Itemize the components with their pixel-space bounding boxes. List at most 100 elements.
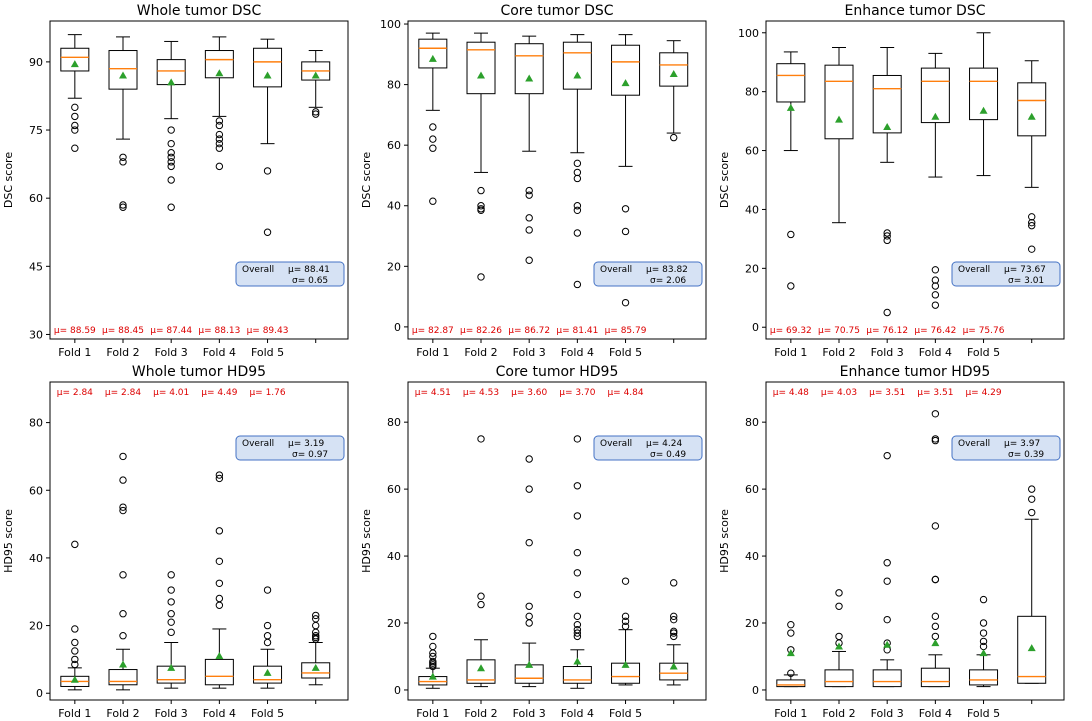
y-tick-label: 60	[745, 483, 759, 496]
fold-mean-label: μ= 2.84	[57, 388, 93, 398]
outlier-point	[621, 577, 630, 585]
outlier-point	[167, 571, 175, 579]
fold-mean-label: μ= 86.72	[508, 326, 550, 336]
outlier-point	[263, 638, 272, 647]
outlier-point	[787, 282, 795, 290]
outlier-point	[1028, 245, 1036, 253]
box-1	[60, 34, 90, 152]
overall-sigma: σ= 0.65	[292, 276, 328, 286]
overall-sigma: σ= 2.06	[650, 276, 686, 286]
x-tick-label: Fold 5	[967, 346, 1000, 359]
overall-mean: μ= 73.67	[1004, 265, 1046, 275]
y-tick-label: 45	[29, 260, 43, 273]
outlier-point	[883, 451, 891, 460]
outlier-point	[215, 144, 224, 152]
fold-mean-label: μ= 4.49	[201, 388, 237, 398]
outlier-point	[883, 236, 891, 245]
outlier-point	[312, 611, 320, 620]
fold-mean-label: μ= 88.59	[54, 326, 96, 336]
outlier-point	[931, 301, 940, 309]
outlier-point	[573, 612, 582, 621]
x-tick-label: Fold 4	[561, 346, 594, 359]
mean-marker	[119, 71, 128, 79]
outlier-point	[787, 620, 795, 629]
fold-mean-label: μ= 82.87	[412, 326, 454, 336]
mean-marker	[428, 54, 437, 62]
x-tick-label: Fold 3	[871, 346, 904, 359]
overall-sigma: σ= 0.49	[650, 450, 686, 460]
outlier-point	[835, 632, 843, 641]
box-4	[920, 52, 950, 309]
mean-marker	[786, 103, 795, 111]
outlier-point	[883, 577, 891, 585]
y-axis-label: DSC score	[360, 152, 373, 208]
plot-frame	[407, 20, 707, 340]
chart-title: Whole tumor HD95	[132, 364, 266, 380]
outlier-point	[525, 214, 533, 222]
mean-marker	[263, 71, 272, 79]
chart-title: Enhance tumor HD95	[840, 364, 991, 380]
outlier-point	[525, 455, 533, 463]
outlier-point	[573, 174, 582, 183]
y-tick-label: 20	[29, 620, 43, 633]
box-body	[824, 64, 854, 140]
outlier-point	[883, 308, 891, 317]
outlier-point	[1028, 495, 1036, 503]
fold-mean-label: μ= 2.84	[105, 388, 141, 398]
box-2	[466, 435, 496, 688]
mean-marker	[119, 660, 128, 668]
outlier-point	[71, 647, 79, 655]
x-tick-label: Fold 1	[58, 707, 91, 720]
outlier-point	[429, 197, 437, 205]
mean-marker	[931, 112, 940, 120]
y-tick-label: 0	[394, 321, 401, 334]
x-tick-label: Fold 1	[58, 346, 91, 359]
fold-mean-label: μ= 89.43	[247, 326, 289, 336]
mean-marker	[573, 71, 582, 79]
plot-frame	[49, 381, 349, 701]
overall-stats-box: Overall μ= 83.82σ= 2.06	[593, 261, 703, 287]
outlier-point	[1028, 213, 1036, 221]
box-6	[1017, 485, 1047, 684]
mean-marker	[70, 60, 79, 68]
box-6	[1017, 60, 1047, 253]
y-axis-label: HD95 score	[2, 509, 15, 573]
outlier-point	[573, 229, 582, 237]
outlier-point	[573, 482, 582, 490]
y-axis-label: DSC score	[2, 152, 15, 208]
outlier-point	[477, 600, 485, 609]
fold-mean-label: μ= 4.53	[463, 388, 499, 398]
chart-panel: Whole tumor HD95 HD95 score 0 20 40 60 80 Fold …	[2, 364, 349, 720]
outlier-point	[215, 471, 224, 479]
outlier-point	[429, 632, 437, 641]
mean-marker	[215, 652, 224, 660]
x-tick-label: Fold 4	[919, 707, 952, 720]
box-1	[776, 51, 806, 290]
fold-mean-label: μ= 1.76	[249, 388, 285, 398]
outlier-point	[573, 512, 582, 520]
outlier-point	[1028, 508, 1036, 517]
y-tick-label: 40	[745, 550, 759, 563]
plot-frame	[407, 381, 707, 701]
outlier-point	[835, 589, 843, 597]
box-body	[776, 63, 806, 103]
chart-panel: Core tumor HD95 HD95 score 0 20 40 60 80 Fold 1…	[360, 364, 707, 720]
box-5	[969, 32, 999, 177]
outlier-point	[71, 625, 79, 633]
outlier-point	[429, 135, 437, 143]
outlier-point	[931, 410, 940, 418]
box-2	[824, 589, 854, 688]
y-tick-label: 90	[29, 56, 43, 69]
outlier-point	[525, 612, 533, 621]
outlier-point	[931, 575, 940, 584]
outlier-point	[215, 527, 224, 535]
outlier-point	[621, 612, 630, 621]
mean-marker	[835, 115, 844, 123]
overall-mean: μ= 3.97	[1004, 439, 1040, 449]
outlier-point	[119, 503, 127, 511]
x-tick-label: Fold 2	[464, 707, 497, 720]
fold-mean-label: μ= 87.44	[150, 326, 192, 336]
y-tick-label: 80	[387, 79, 401, 92]
outlier-point	[167, 162, 175, 171]
